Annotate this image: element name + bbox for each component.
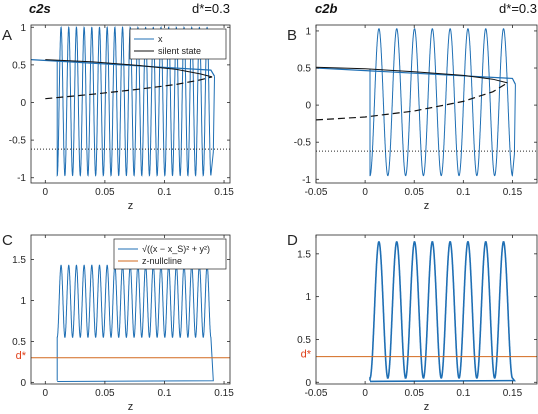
panel-d-ytick-label: 1 bbox=[305, 292, 311, 303]
panel-b-ytick-label: 1 bbox=[305, 26, 311, 37]
panel-c-plot-area bbox=[31, 264, 230, 382]
panel-d-xtick-label: 0 bbox=[362, 388, 368, 399]
panel-c-legend-box bbox=[113, 238, 227, 270]
panel-a-ytick-label: 0 bbox=[20, 98, 26, 109]
panel-b-series-x-return bbox=[316, 67, 516, 85]
panel-b-ytick-label: 0.5 bbox=[297, 64, 311, 75]
panel-a-ytick-label: 0.5 bbox=[12, 60, 26, 71]
panel-a-letter: A bbox=[2, 27, 12, 44]
panel-a-ytick-label: -0.5 bbox=[9, 136, 27, 147]
panel-b-ytick-label: -1 bbox=[302, 175, 311, 186]
panel-d-xtick-label: -0.05 bbox=[305, 388, 328, 399]
panel-d-ytick-label: 0 bbox=[305, 378, 311, 389]
panel-b-ytick-label: -0.5 bbox=[294, 138, 312, 149]
panel-c-xtick-label: 0 bbox=[43, 388, 49, 399]
panel-c-ytick-label: 1.5 bbox=[12, 255, 26, 266]
panel-b-xtick-label: 0 bbox=[362, 187, 368, 198]
panel-b-series-x bbox=[369, 28, 516, 177]
header-c2b-label: c2b bbox=[315, 1, 337, 16]
panel-b-ytick-label: 0 bbox=[305, 101, 311, 112]
panel-d-ytick-label: 0.5 bbox=[297, 335, 311, 346]
panel-c-axes-box bbox=[30, 234, 231, 385]
panel-c-ytick-label: 0.5 bbox=[12, 337, 26, 348]
panel-c-letter: C bbox=[2, 232, 13, 249]
panel-d-dstar-label: d* bbox=[301, 349, 312, 361]
panel-b-xtick-label: 0.05 bbox=[404, 187, 424, 198]
header-c2s-dstar: d*=0.3 bbox=[192, 1, 230, 16]
panel-a-xtick-label: 0.05 bbox=[95, 187, 115, 198]
header-c2s-label: c2s bbox=[29, 1, 51, 16]
panel-b: B -0.05 0 0.05 0.1 0.15 -1 -0.5 0 0.5 1 z bbox=[287, 24, 538, 212]
panel-b-silent-lower bbox=[316, 82, 508, 121]
panel-a-ytick-label: -1 bbox=[17, 173, 26, 184]
panel-c-xtick-label: 0.1 bbox=[158, 388, 172, 399]
panel-a-legend-entry: silent state bbox=[158, 46, 201, 56]
panel-c: C 0 0.05 0.1 0.15 0 0.5 1 1.5 d* z √((x − x_S)² + y… bbox=[2, 232, 234, 413]
panel-c-xlabel: z bbox=[128, 401, 134, 413]
panel-a-silent-upper bbox=[45, 59, 213, 78]
panel-d-xtick-label: 0.05 bbox=[404, 388, 424, 399]
panel-a-silent-lower bbox=[45, 76, 213, 100]
panel-b-letter: B bbox=[287, 27, 297, 44]
panel-a-xtick-label: 0 bbox=[43, 187, 49, 198]
panel-b-silent-upper bbox=[316, 66, 508, 84]
panel-c-legend-entry: z-nullcline bbox=[142, 256, 182, 266]
panel-d-xlabel: z bbox=[424, 401, 430, 413]
panel-d-xtick-label: 0.15 bbox=[503, 388, 523, 399]
panel-c-series-distance bbox=[56, 264, 214, 382]
panel-a: A 0 0.05 0.1 0.15 -1 -0.5 0 0.5 1 z x silent state bbox=[2, 23, 234, 212]
panel-c-xtick-label: 0.05 bbox=[95, 388, 115, 399]
panel-c-ytick-label: 1 bbox=[20, 296, 26, 307]
panel-b-xtick-label: 0.1 bbox=[456, 187, 470, 198]
panel-d-letter: D bbox=[287, 232, 298, 249]
panel-b-xtick-label: 0.15 bbox=[503, 187, 523, 198]
panel-a-legend-entry: x bbox=[158, 34, 163, 44]
panel-c-xtick-label: 0.15 bbox=[214, 388, 234, 399]
panel-c-ytick-label: 0 bbox=[20, 378, 26, 389]
header-c2b-dstar: d*=0.3 bbox=[499, 1, 537, 16]
panel-a-axes-box bbox=[30, 24, 231, 184]
panel-d-axes-box bbox=[315, 234, 538, 385]
panel-b-axes-box bbox=[315, 24, 538, 184]
panel-a-xtick-label: 0.1 bbox=[158, 187, 172, 198]
panel-a-xlabel: z bbox=[128, 200, 134, 212]
panel-c-legend-entry: √((x − x_S)² + y²) bbox=[142, 244, 210, 254]
panel-a-xtick-label: 0.15 bbox=[214, 187, 234, 198]
panel-a-plot-area bbox=[31, 26, 230, 177]
panel-d-ytick-label: 1.5 bbox=[297, 249, 311, 260]
panel-b-plot-area bbox=[316, 28, 537, 177]
panel-a-legend-box bbox=[129, 28, 227, 60]
panel-d-series-distance bbox=[369, 241, 517, 383]
panel-b-xlabel: z bbox=[424, 200, 430, 212]
panel-b-xtick-label: -0.05 bbox=[305, 187, 328, 198]
panel-c-dstar-label: d* bbox=[16, 350, 27, 362]
panel-a-ytick-label: 1 bbox=[20, 23, 26, 34]
panel-d-xtick-label: 0.1 bbox=[456, 388, 470, 399]
panel-a-series-x-return bbox=[31, 59, 216, 77]
panel-d-plot-area bbox=[316, 241, 537, 383]
